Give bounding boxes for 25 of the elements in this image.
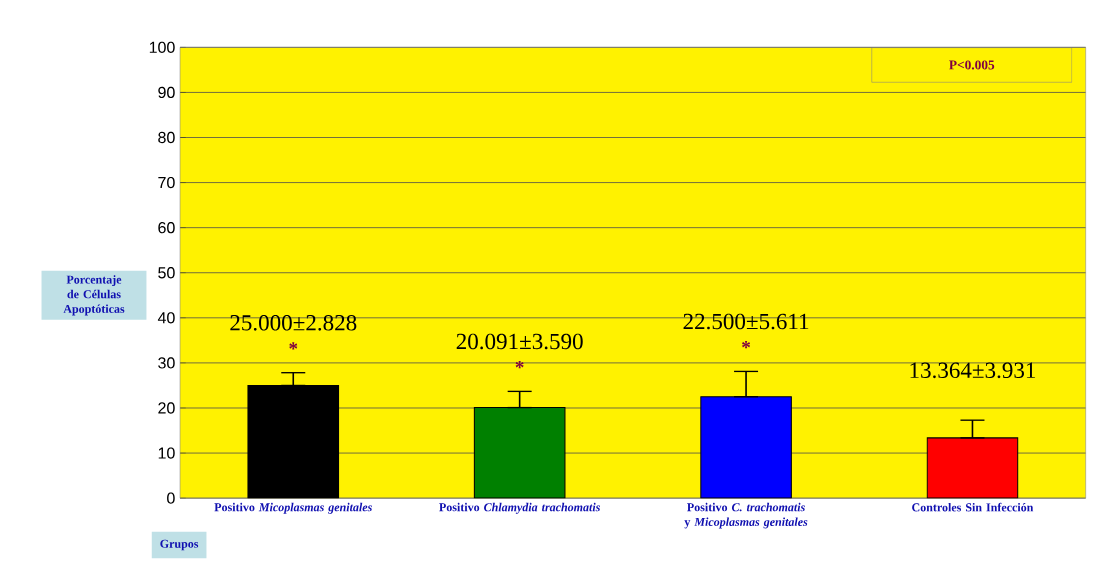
annotation: * [742, 341, 751, 349]
x-tick-label: Positivo Micoplasmas genitales [214, 502, 372, 514]
y-tick-label: 90 [158, 86, 175, 98]
annotation: P<0.005 [949, 60, 995, 70]
annotation: * [515, 360, 524, 369]
y-axis-title: Porcentaje de Células Apoptóticas [63, 275, 125, 316]
annotation: * [289, 342, 298, 350]
y-tick-label: 60 [158, 221, 175, 234]
y-tick-label: 30 [158, 357, 175, 369]
y-tick-label: 0 [167, 492, 175, 504]
y-tick-label: 10 [158, 447, 175, 459]
y-tick-label: 20 [158, 402, 175, 414]
data-label: 20.091±3.590 [456, 333, 583, 350]
y-tick-label: 80 [158, 131, 175, 144]
data-label: 13.364±3.931 [910, 362, 1036, 379]
x-axis-title: Grupos [160, 539, 199, 551]
y-tick-label: 40 [157, 312, 175, 324]
data-label: 25.000±2.828 [230, 314, 357, 331]
data-label: 22.500±5.611 [683, 313, 809, 330]
category-label: Positivo C. trachomatis y Micoplasmas genitales [684, 502, 808, 529]
y-tick-label: 50 [158, 267, 175, 279]
x-tick-label: Positivo Chlamydia trachomatis [439, 502, 600, 514]
x-tick-label: Controles Sin Infección [912, 502, 1034, 512]
y-tick-label: 100 [149, 41, 175, 53]
y-tick-label: 70 [158, 176, 175, 189]
